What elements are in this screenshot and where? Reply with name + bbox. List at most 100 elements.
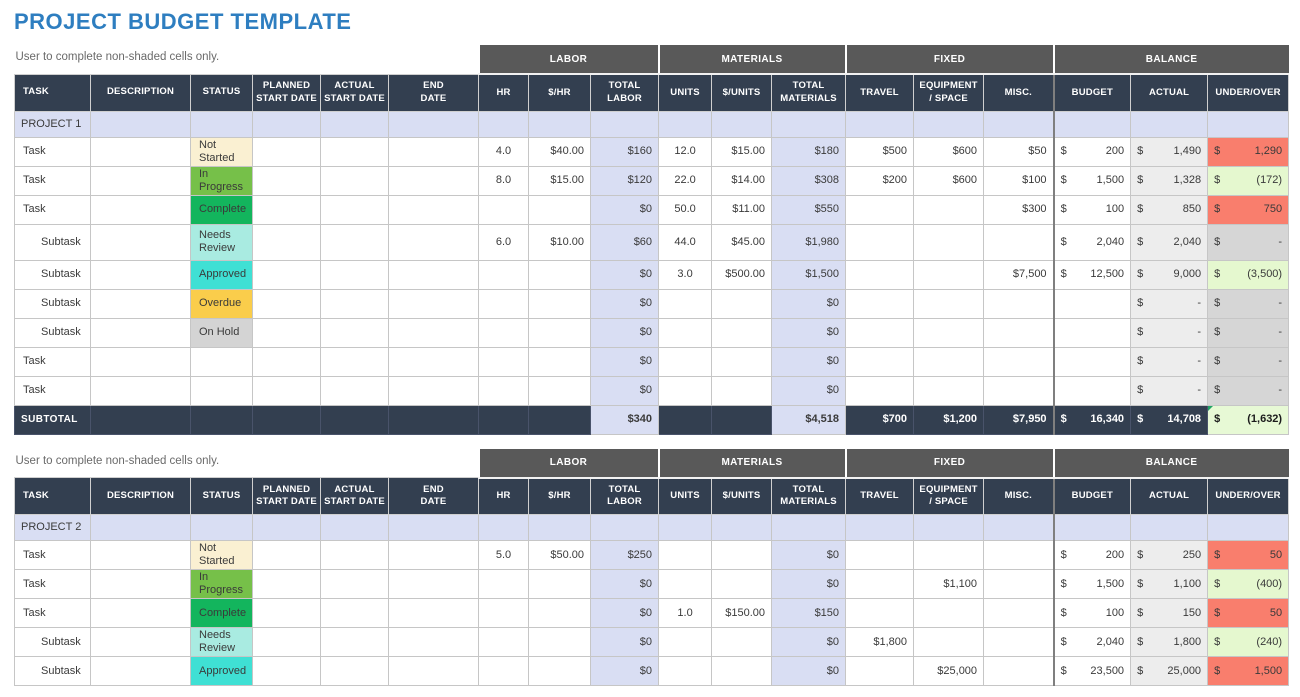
actual-cell[interactable]: $850 xyxy=(1130,194,1209,225)
subtotal-travel-cell[interactable]: $700 xyxy=(845,404,915,435)
travel-cell[interactable] xyxy=(845,259,915,290)
task-cell[interactable]: Task xyxy=(14,375,91,406)
travel-cell[interactable] xyxy=(845,375,915,406)
subtotal-misc-cell[interactable]: $7,950 xyxy=(983,404,1055,435)
under-over-cell[interactable]: $50 xyxy=(1207,540,1290,570)
equipment-cell[interactable]: $600 xyxy=(913,165,985,196)
planned-start-date-cell[interactable] xyxy=(252,627,321,657)
project-row-actual-start-date-cell[interactable] xyxy=(320,110,389,138)
actual-start-date-cell[interactable] xyxy=(320,569,389,599)
status-cell[interactable]: Approved xyxy=(190,656,253,686)
units-cell[interactable]: 22.0 xyxy=(658,165,713,196)
travel-cell[interactable] xyxy=(845,656,915,686)
status-cell[interactable] xyxy=(190,346,253,377)
hourly-rate-cell[interactable]: $15.00 xyxy=(528,165,592,196)
equipment-cell[interactable] xyxy=(913,540,985,570)
task-cell[interactable]: Subtask xyxy=(14,656,91,686)
project-row-actual-cell[interactable] xyxy=(1130,110,1209,138)
travel-cell[interactable] xyxy=(845,569,915,599)
actual-cell[interactable]: $ - xyxy=(1130,317,1209,348)
subtotal-equipment-cell[interactable]: $1,200 xyxy=(913,404,985,435)
project-row-status-cell[interactable] xyxy=(190,110,253,138)
budget-cell[interactable] xyxy=(1052,375,1132,406)
project-row-budget-cell[interactable] xyxy=(1052,514,1132,541)
under-over-cell[interactable]: $50 xyxy=(1207,598,1290,628)
planned-start-date-cell[interactable] xyxy=(252,540,321,570)
units-cell[interactable]: 50.0 xyxy=(658,194,713,225)
hr-cell[interactable]: 5.0 xyxy=(478,540,530,570)
actual-start-date-cell[interactable] xyxy=(320,194,389,225)
actual-cell[interactable]: $ - xyxy=(1130,288,1209,319)
end-date-cell[interactable] xyxy=(387,598,480,628)
subtotal-total-materials-cell[interactable]: $4,518 xyxy=(771,404,847,435)
actual-cell[interactable]: $ - xyxy=(1130,375,1209,406)
unit-rate-cell[interactable]: $45.00 xyxy=(711,223,773,261)
project-row-total-labor-cell[interactable] xyxy=(590,514,660,541)
project-row-hr-cell[interactable] xyxy=(478,110,530,138)
project-row-actual-cell[interactable] xyxy=(1130,514,1209,541)
travel-cell[interactable] xyxy=(845,288,915,319)
budget-cell[interactable]: $200 xyxy=(1052,540,1132,570)
under-over-cell[interactable]: $750 xyxy=(1207,194,1290,225)
total-materials-cell[interactable]: $0 xyxy=(771,346,847,377)
hr-cell[interactable] xyxy=(478,346,530,377)
unit-rate-cell[interactable] xyxy=(711,288,773,319)
hourly-rate-cell[interactable] xyxy=(528,317,592,348)
status-cell[interactable]: In Progress xyxy=(190,569,253,599)
task-cell[interactable]: Task xyxy=(14,569,91,599)
equipment-cell[interactable] xyxy=(913,223,985,261)
total-materials-cell[interactable]: $0 xyxy=(771,627,847,657)
description-cell[interactable] xyxy=(90,136,191,167)
total-labor-cell[interactable]: $0 xyxy=(590,569,660,599)
total-labor-cell[interactable]: $0 xyxy=(590,627,660,657)
project-row-under-over-cell[interactable] xyxy=(1207,514,1290,541)
project-row-equipment-cell[interactable] xyxy=(913,514,985,541)
project-row-description-cell[interactable] xyxy=(90,514,191,541)
budget-cell[interactable]: $200 xyxy=(1052,136,1132,167)
total-materials-cell[interactable]: $180 xyxy=(771,136,847,167)
task-cell[interactable]: Task xyxy=(14,346,91,377)
unit-rate-cell[interactable] xyxy=(711,569,773,599)
end-date-cell[interactable] xyxy=(387,375,480,406)
units-cell[interactable] xyxy=(658,288,713,319)
hr-cell[interactable]: 8.0 xyxy=(478,165,530,196)
project-row-budget-cell[interactable] xyxy=(1052,110,1132,138)
task-cell[interactable]: Subtask xyxy=(14,627,91,657)
task-cell[interactable]: Task xyxy=(14,540,91,570)
budget-cell[interactable]: $2,040 xyxy=(1052,223,1132,261)
total-materials-cell[interactable]: $1,500 xyxy=(771,259,847,290)
hourly-rate-cell[interactable] xyxy=(528,627,592,657)
hourly-rate-cell[interactable]: $50.00 xyxy=(528,540,592,570)
actual-start-date-cell[interactable] xyxy=(320,288,389,319)
hourly-rate-cell[interactable]: $10.00 xyxy=(528,223,592,261)
task-cell[interactable]: Subtask xyxy=(14,288,91,319)
actual-cell[interactable]: $1,490 xyxy=(1130,136,1209,167)
status-cell[interactable]: Overdue xyxy=(190,288,253,319)
planned-start-date-cell[interactable] xyxy=(252,136,321,167)
actual-cell[interactable]: $25,000 xyxy=(1130,656,1209,686)
project-row-actual-start-date-cell[interactable] xyxy=(320,514,389,541)
equipment-cell[interactable]: $1,100 xyxy=(913,569,985,599)
hr-cell[interactable] xyxy=(478,259,530,290)
misc-cell[interactable] xyxy=(983,627,1055,657)
units-cell[interactable] xyxy=(658,375,713,406)
equipment-cell[interactable]: $25,000 xyxy=(913,656,985,686)
actual-start-date-cell[interactable] xyxy=(320,598,389,628)
actual-cell[interactable]: $1,328 xyxy=(1130,165,1209,196)
misc-cell[interactable]: $100 xyxy=(983,165,1055,196)
unit-rate-cell[interactable]: $150.00 xyxy=(711,598,773,628)
project-row-unit-rate-cell[interactable] xyxy=(711,110,773,138)
project-row-end-date-cell[interactable] xyxy=(387,110,480,138)
total-materials-cell[interactable]: $0 xyxy=(771,375,847,406)
description-cell[interactable] xyxy=(90,165,191,196)
actual-cell[interactable]: $ - xyxy=(1130,346,1209,377)
units-cell[interactable]: 3.0 xyxy=(658,259,713,290)
project-row-description-cell[interactable] xyxy=(90,110,191,138)
status-cell[interactable]: Not Started xyxy=(190,540,253,570)
planned-start-date-cell[interactable] xyxy=(252,194,321,225)
misc-cell[interactable] xyxy=(983,569,1055,599)
total-labor-cell[interactable]: $0 xyxy=(590,375,660,406)
unit-rate-cell[interactable] xyxy=(711,627,773,657)
end-date-cell[interactable] xyxy=(387,569,480,599)
total-materials-cell[interactable]: $0 xyxy=(771,569,847,599)
